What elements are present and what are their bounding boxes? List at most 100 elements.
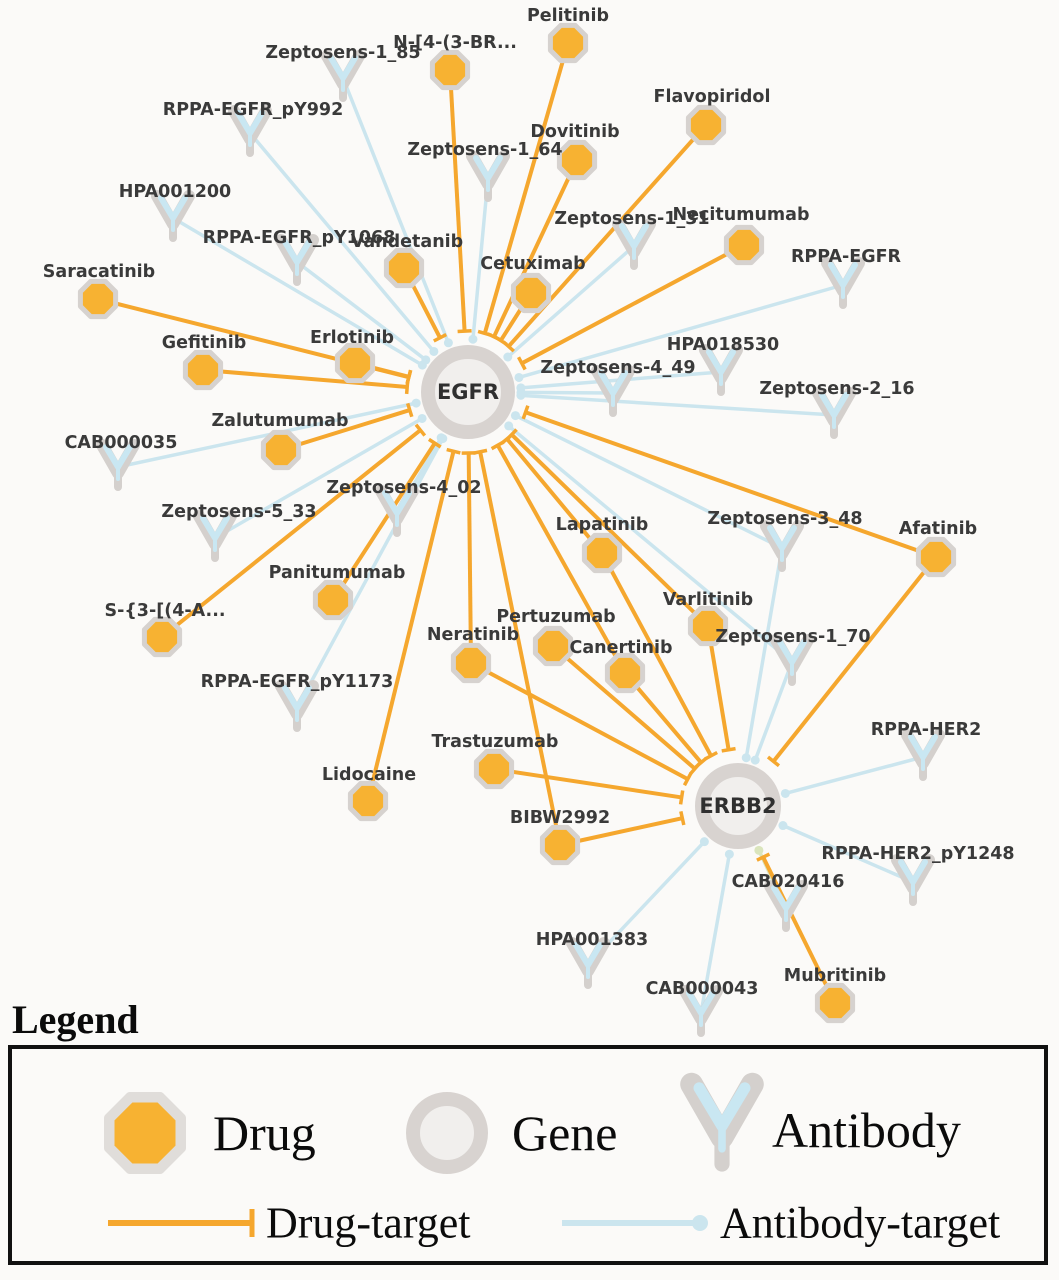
antibody-label-hpa001200: HPA001200	[119, 182, 231, 202]
edge-zeptosens_3_48-egfr	[510, 411, 783, 550]
edge-bibw2992-egfr	[472, 448, 562, 846]
antibody-node-cab000043[interactable]	[679, 985, 723, 1037]
drug-label-vandetanib: Vandetanib	[351, 232, 463, 252]
drug-node-lapatinib[interactable]	[581, 532, 623, 574]
antibody-label-cab000035: CAB000035	[65, 433, 178, 453]
drug-label-panitumumab: Panitumumab	[269, 563, 406, 583]
edge-hpa001200-egfr	[172, 216, 427, 370]
drug-node-s3_4a[interactable]	[141, 616, 183, 658]
drug-edge-legend-icon	[108, 1209, 255, 1237]
drug-node-vandetanib[interactable]	[383, 247, 425, 289]
antibody-label-zeptosens_3_48: Zeptosens-3_48	[707, 509, 862, 529]
edge-panitumumab-egfr	[331, 437, 442, 602]
antibody-node-zeptosens_1_85[interactable]	[321, 50, 365, 102]
legend-title: Legend	[12, 997, 139, 1042]
drug-node-bibw2992[interactable]	[539, 824, 581, 866]
edge-afatinib-erbb2	[766, 555, 938, 768]
antibody-node-zeptosens_1_70[interactable]	[770, 634, 814, 686]
drug-label-afatinib: Afatinib	[899, 519, 977, 539]
drug-label-gefitinib: Gefitinib	[162, 333, 247, 353]
antibody-legend-icon	[680, 1072, 764, 1172]
antibody-node-hpa001200[interactable]	[151, 190, 195, 242]
gene-node-erbb2[interactable]: ERBB2	[695, 763, 781, 849]
drug-label-varlitinib: Varlitinib	[663, 590, 753, 610]
drug-label-cetuximab: Cetuximab	[480, 254, 585, 274]
antibody-node-zeptosens_5_33[interactable]	[193, 510, 237, 562]
edge-mubritinib-erbb2	[756, 852, 837, 1004]
antibody-node-hpa001383[interactable]	[566, 937, 610, 989]
antibody-label-hpa018530: HPA018530	[667, 335, 779, 355]
gene-node-egfr[interactable]: EGFR	[421, 345, 515, 439]
antibody-node-rppa_egfr_py992[interactable]	[228, 105, 272, 157]
drug-node-flavopiridol[interactable]	[685, 104, 727, 146]
edge-rppa_her2-erbb2	[780, 755, 924, 798]
drug-node-necitumumab[interactable]	[723, 224, 765, 266]
antibody-label-zeptosens_1_70: Zeptosens-1_70	[715, 627, 870, 647]
edge-rppa_egfr-egfr	[514, 283, 844, 382]
antibody-node-cab020416[interactable]	[764, 880, 808, 932]
drug-node-lidocaine[interactable]	[347, 780, 389, 822]
drug-node-canertinib[interactable]	[604, 652, 646, 694]
drug-node-trastuzumab[interactable]	[473, 748, 515, 790]
legend-drug-edge-label: Drug-target	[266, 1198, 471, 1248]
drug-node-saracatinib[interactable]	[77, 278, 119, 320]
antibody-node-cab000035[interactable]	[96, 439, 140, 491]
antibody-node-zeptosens_1_31[interactable]	[612, 218, 656, 270]
drug-label-lapatinib: Lapatinib	[556, 515, 649, 535]
drug-label-necitumumab: Necitumumab	[673, 205, 810, 225]
drug-node-dovitinib[interactable]	[556, 139, 598, 181]
edge-zeptosens_1_85-egfr	[341, 77, 453, 348]
edge-zeptosens_1_64-egfr	[468, 177, 490, 344]
antibody-node-rppa_egfr_py1173[interactable]	[275, 680, 319, 732]
edge-pelitinib-egfr	[477, 42, 570, 337]
antibody-label-zeptosens_1_64: Zeptosens-1_64	[407, 140, 562, 160]
drug-label-bibw2992: BIBW2992	[510, 808, 610, 828]
edge-neratinib-egfr	[461, 451, 476, 664]
antibody-label-zeptosens_1_85: Zeptosens-1_85	[265, 43, 420, 63]
drug-node-neratinib[interactable]	[450, 642, 492, 684]
edge-dovitinib-egfr	[486, 159, 579, 342]
antibody-label-zeptosens_2_16: Zeptosens-2_16	[759, 379, 914, 399]
edge-gefitinib-egfr	[202, 368, 410, 395]
antibody-node-zeptosens_2_16[interactable]	[812, 387, 856, 439]
antibody-node-hpa018530[interactable]	[699, 344, 743, 396]
antibody-edges	[117, 77, 924, 1014]
gene-legend-icon	[406, 1092, 488, 1174]
drug-node-cetuximab[interactable]	[510, 272, 552, 314]
edge-neratinib-erbb2	[470, 661, 693, 787]
antibody-node-rppa_egfr[interactable]	[821, 257, 865, 309]
drug-node-afatinib[interactable]	[915, 536, 957, 578]
antibody-node-zeptosens_3_48[interactable]	[760, 520, 804, 572]
antibody-node-zeptosens_4_49[interactable]	[591, 365, 635, 417]
antibody-label-zeptosens_5_33: Zeptosens-5_33	[161, 502, 316, 522]
antibody-label-rppa_egfr: RPPA-EGFR	[791, 247, 902, 267]
drug-label-canertinib: Canertinib	[570, 638, 673, 658]
edge-s3_4a-egfr	[160, 423, 427, 639]
drug-label-erlotinib: Erlotinib	[310, 328, 394, 348]
drug-label-mubritinib: Mubritinib	[784, 966, 886, 986]
antibody-node-rppa_her2[interactable]	[901, 729, 945, 781]
antibody-node-rppa_egfr_py1068[interactable]	[275, 234, 319, 286]
antibody-node-zeptosens_4_02[interactable]	[375, 485, 419, 537]
drug-node-pertuzumab[interactable]	[532, 625, 574, 667]
drug-node-panitumumab[interactable]	[312, 579, 354, 621]
edge-zeptosens_2_16-egfr	[516, 390, 835, 417]
node-labels: Pelitinib N-[4-(3-BR... Flavopiridol Doviti…	[43, 6, 1015, 999]
edge-afatinib-egfr	[521, 405, 937, 559]
edge-bibw2992-erbb2	[559, 810, 686, 847]
drug-node-n4_3br[interactable]	[429, 49, 471, 91]
drug-node-gefitinib[interactable]	[182, 349, 224, 391]
drug-node-erlotinib[interactable]	[334, 342, 376, 384]
drug-node-pelitinib[interactable]	[547, 22, 589, 64]
drug-node-zalutumumab[interactable]	[260, 429, 302, 471]
drug-node-varlitinib[interactable]	[687, 605, 729, 647]
drug-label-trastuzumab: Trastuzumab	[432, 732, 559, 752]
antibody-edge-legend-icon	[562, 1215, 708, 1231]
antibody-node-zeptosens_1_64[interactable]	[466, 150, 510, 202]
antibody-node-rppa_her2_py1248[interactable]	[891, 854, 935, 906]
edge-lapatinib-erbb2	[600, 552, 719, 761]
edge-zeptosens_3_48-erbb2	[741, 547, 784, 763]
drug-node-mubritinib[interactable]	[814, 982, 856, 1024]
legend-drug-label: Drug	[213, 1105, 316, 1161]
